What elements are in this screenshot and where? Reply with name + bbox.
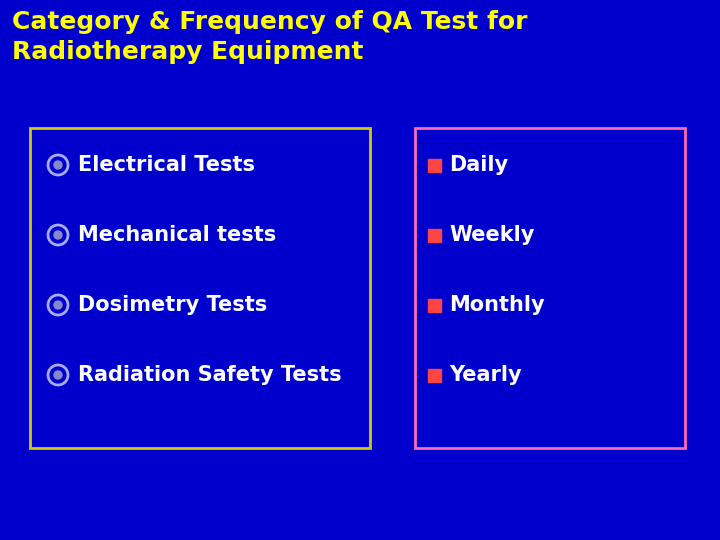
- Circle shape: [54, 301, 62, 309]
- FancyBboxPatch shape: [30, 128, 370, 448]
- Text: Category & Frequency of QA Test for: Category & Frequency of QA Test for: [12, 10, 528, 34]
- Bar: [428, 228, 441, 241]
- Circle shape: [54, 161, 62, 169]
- Text: Daily: Daily: [449, 155, 508, 175]
- Circle shape: [54, 231, 62, 239]
- Text: Monthly: Monthly: [449, 295, 544, 315]
- Bar: [428, 368, 441, 381]
- Circle shape: [54, 371, 62, 379]
- FancyBboxPatch shape: [415, 128, 685, 448]
- Text: Radiotherapy Equipment: Radiotherapy Equipment: [12, 40, 364, 64]
- Text: Weekly: Weekly: [449, 225, 534, 245]
- Bar: [428, 159, 441, 172]
- Bar: [428, 299, 441, 312]
- Text: Radiation Safety Tests: Radiation Safety Tests: [78, 365, 341, 385]
- Text: Dosimetry Tests: Dosimetry Tests: [78, 295, 267, 315]
- Text: Electrical Tests: Electrical Tests: [78, 155, 255, 175]
- Text: Mechanical tests: Mechanical tests: [78, 225, 276, 245]
- Text: Yearly: Yearly: [449, 365, 521, 385]
